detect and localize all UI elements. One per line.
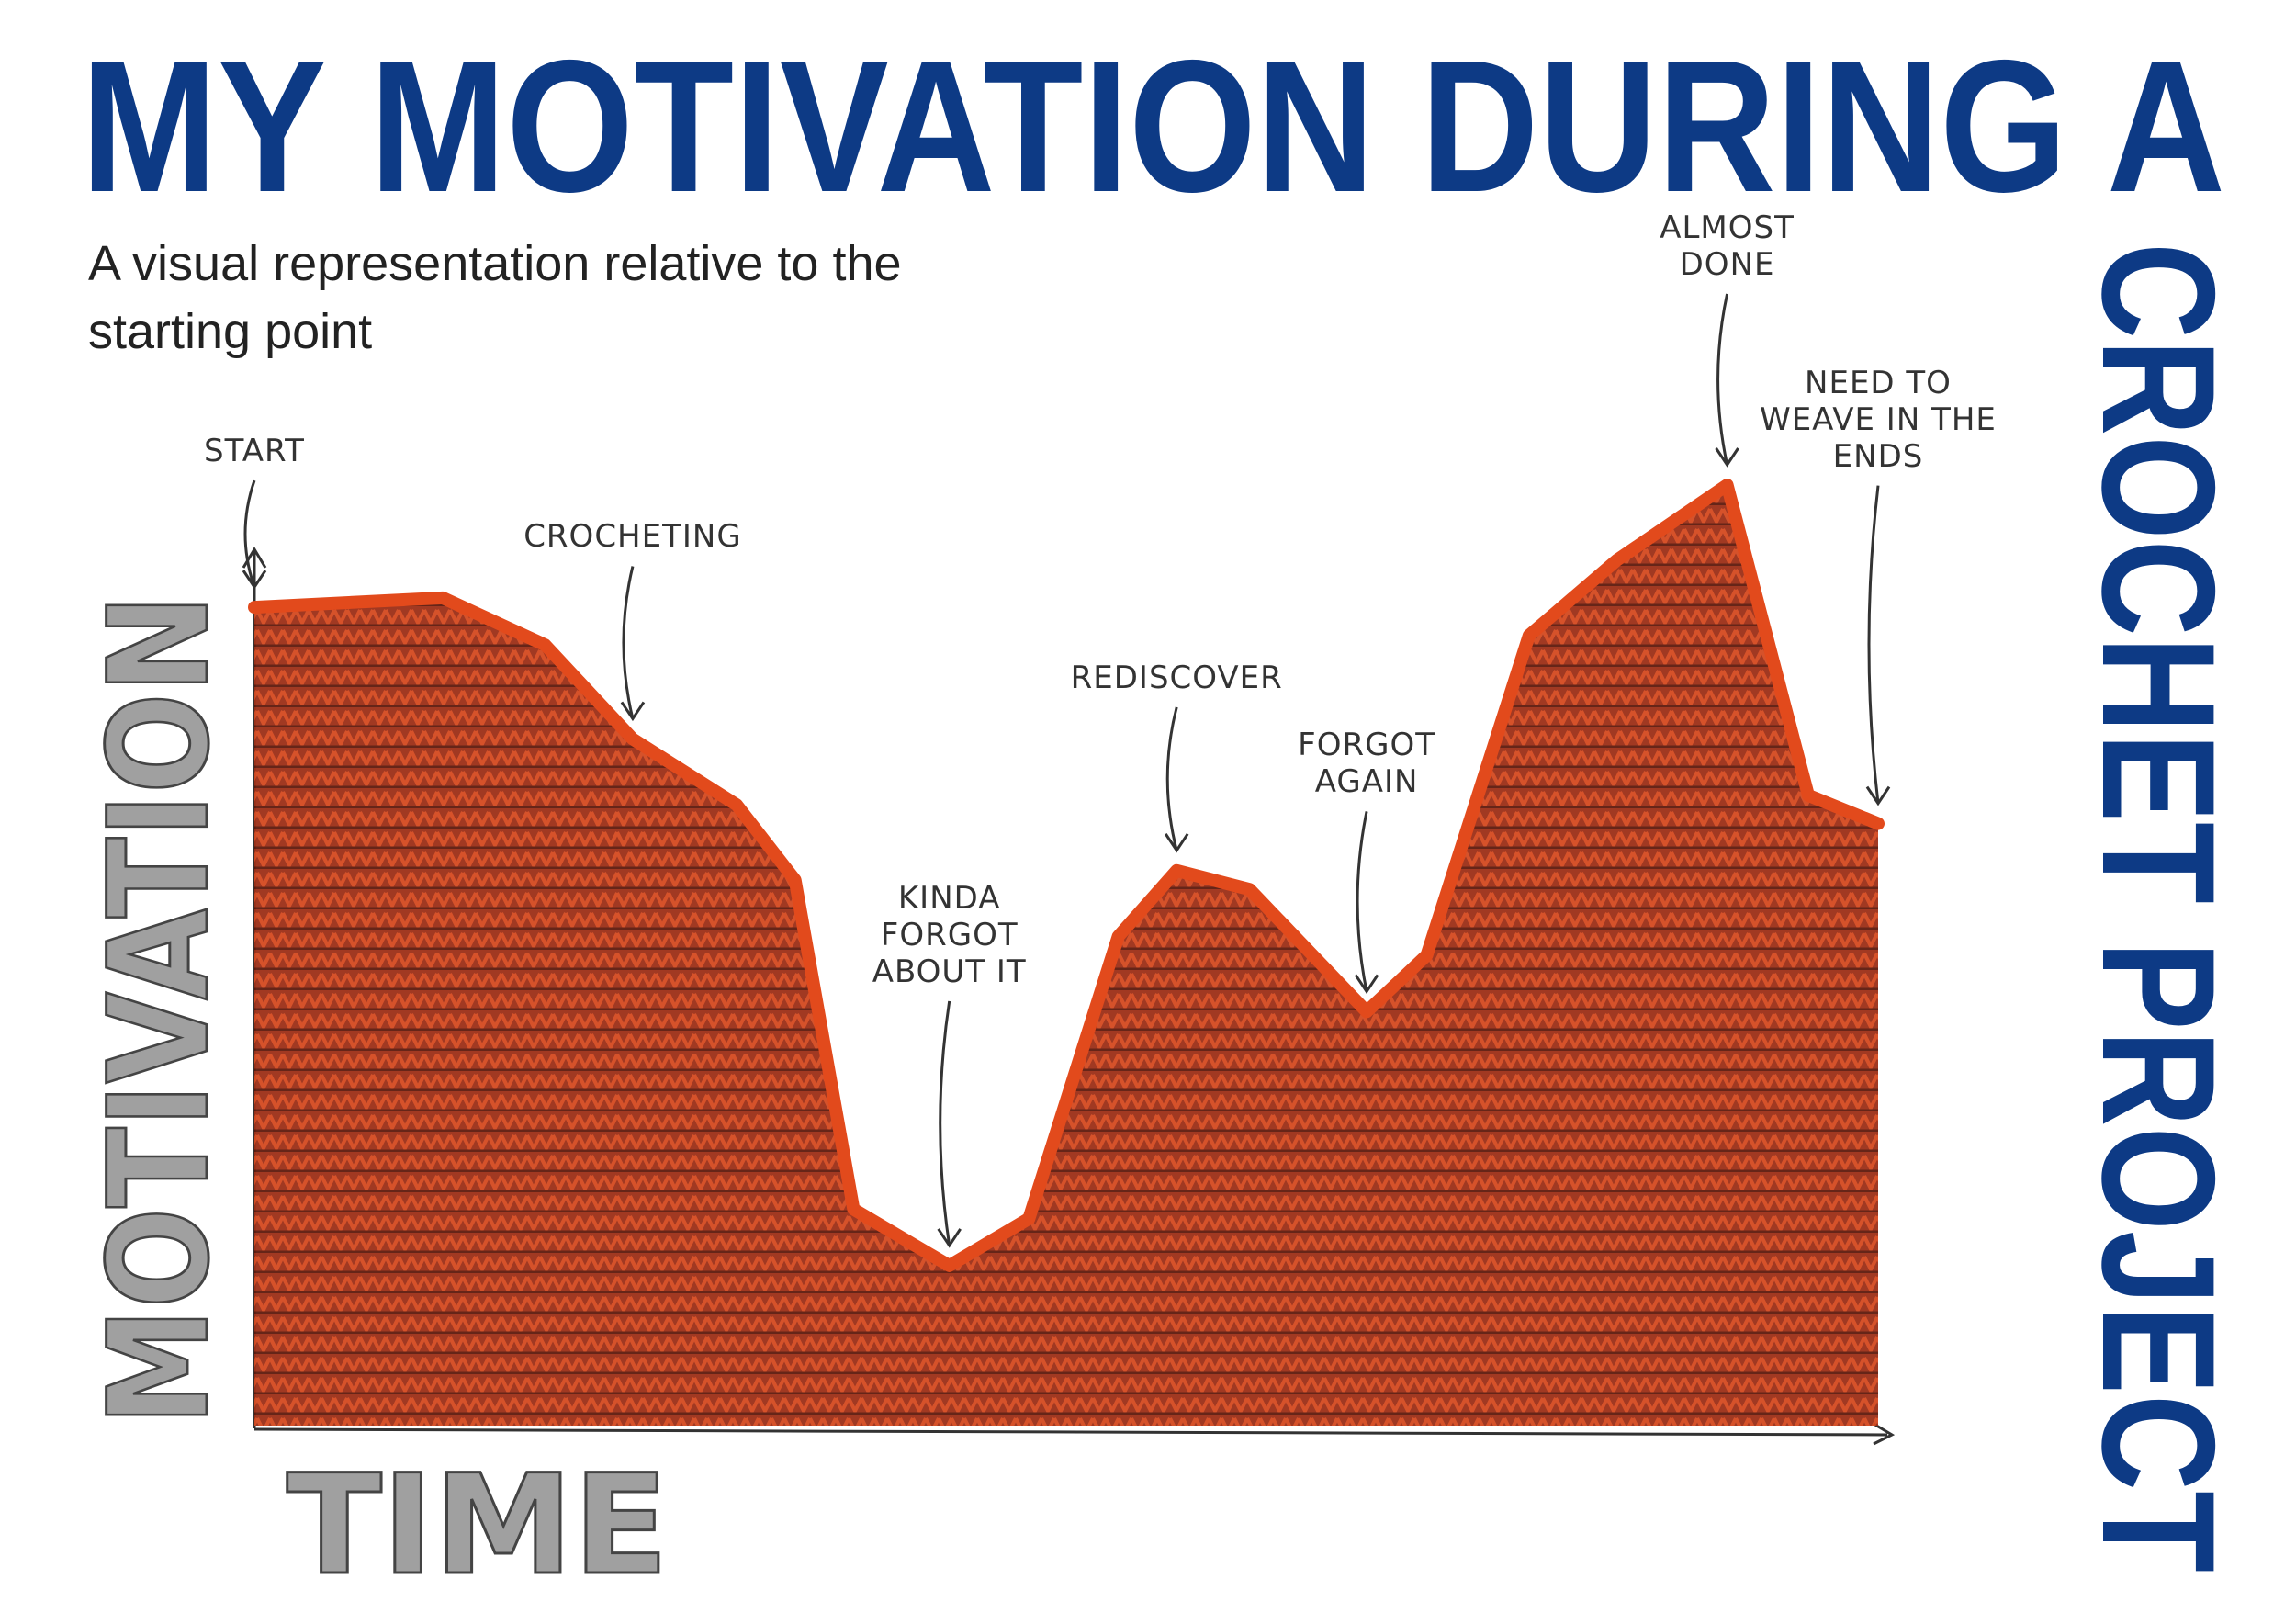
annotation: NEED TO WEAVE IN THE ENDS <box>1760 364 1997 475</box>
annotation: ALMOST DONE <box>1660 209 1795 283</box>
annotation: REDISCOVER <box>1070 659 1283 696</box>
area-edge <box>248 479 1885 1272</box>
y-axis-label: MOTIVATION <box>80 594 240 1426</box>
annotation: KINDA FORGOT ABOUT IT <box>872 879 1027 990</box>
annotation-arrow <box>1354 811 1379 995</box>
annotation: CROCHETING <box>523 518 742 556</box>
annotation-arrow <box>1164 706 1189 853</box>
annotation-arrow <box>1865 485 1891 806</box>
chart-title-vertical: CROCHET PROJECT <box>2068 242 2247 1573</box>
annotation-arrow <box>937 1000 962 1248</box>
chart-title: MY MOTIVATION DURING A <box>81 21 2225 231</box>
annotation: FORGOT AGAIN <box>1298 727 1435 801</box>
x-axis-label: TIME <box>287 1446 669 1606</box>
annotation-arrow <box>620 566 646 722</box>
annotation: START <box>204 433 305 470</box>
subtitle: A visual representation relative to the … <box>88 236 902 359</box>
annotation-arrow <box>1715 293 1739 468</box>
area <box>254 485 1878 1426</box>
annotation-arrow <box>242 479 267 590</box>
